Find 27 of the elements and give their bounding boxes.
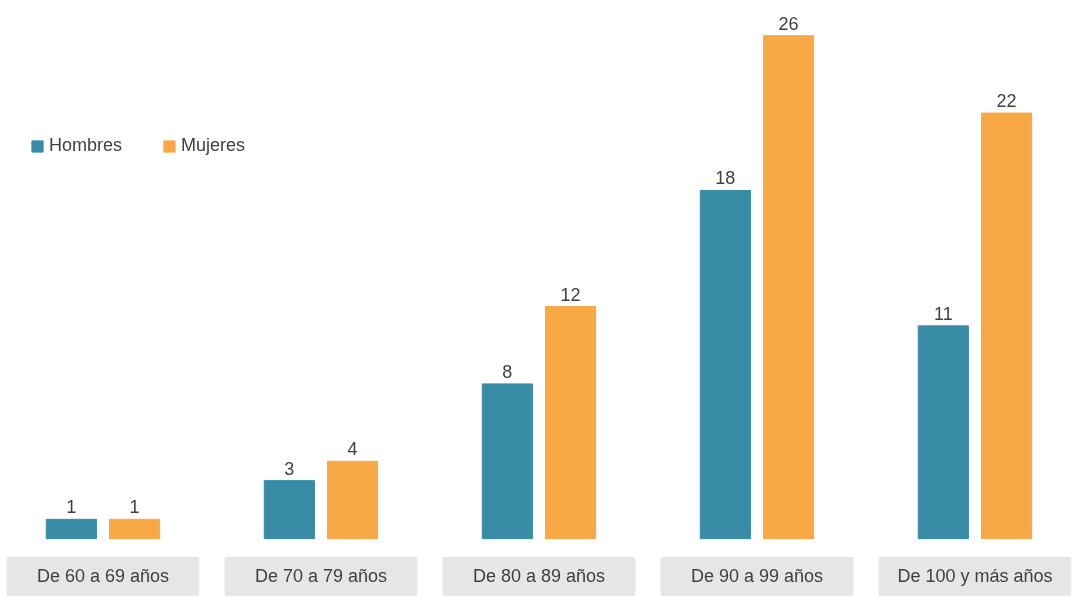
- x-tick-label: De 70 a 79 años: [254, 566, 388, 587]
- bar: [981, 112, 1033, 540]
- legend-label: Hombres: [49, 135, 123, 156]
- bar: [763, 35, 815, 540]
- data-label: 18: [715, 168, 736, 189]
- data-label: 1: [129, 497, 140, 518]
- data-label: 3: [284, 458, 295, 479]
- x-tick-label: De 100 y más años: [897, 566, 1053, 587]
- data-label: 11: [934, 303, 953, 324]
- bar: [699, 189, 751, 540]
- data-label: 1: [66, 497, 77, 518]
- data-label: 22: [996, 91, 1017, 112]
- bar: [481, 383, 533, 540]
- bar: [263, 480, 315, 540]
- data-label: 26: [778, 13, 799, 34]
- bar: [45, 518, 97, 540]
- bar: [545, 306, 597, 540]
- data-label: 4: [347, 439, 358, 460]
- x-tick-label: De 90 a 99 años: [690, 566, 824, 587]
- data-label: 8: [502, 361, 513, 382]
- bar: [327, 460, 379, 540]
- bar: [917, 325, 969, 540]
- legend-label: Mujeres: [181, 135, 246, 156]
- x-tick-label: De 60 a 69 años: [36, 566, 170, 587]
- bar: [109, 518, 161, 540]
- data-label: 12: [560, 284, 581, 305]
- x-tick-label: De 80 a 89 años: [472, 566, 606, 587]
